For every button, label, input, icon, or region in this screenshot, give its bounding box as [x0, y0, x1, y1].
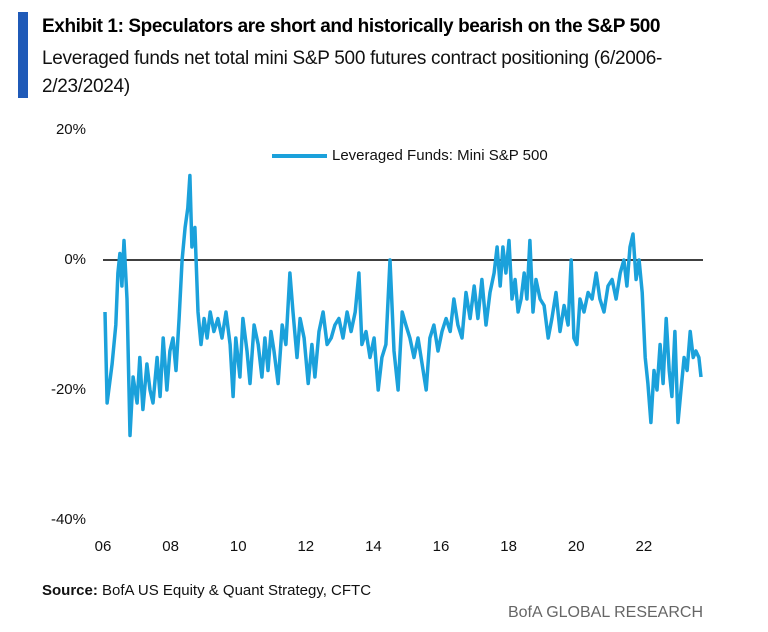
x-tick-label: 18: [500, 538, 517, 555]
x-tick-label: 22: [636, 538, 653, 555]
x-tick-label: 08: [162, 538, 179, 555]
y-tick-label: 20%: [56, 121, 86, 138]
y-tick-label: -20%: [51, 381, 86, 398]
source-note: Source: BofA US Equity & Quant Strategy,…: [42, 582, 371, 599]
x-tick-label: 06: [95, 538, 112, 555]
x-tick-label: 10: [230, 538, 247, 555]
x-tick-label: 16: [433, 538, 450, 555]
legend-label: Leveraged Funds: Mini S&P 500: [332, 147, 548, 164]
chart-subtitle: Leveraged funds net total mini S&P 500 f…: [42, 48, 663, 97]
accent-bar: [18, 12, 28, 98]
x-tick-label: 14: [365, 538, 382, 555]
source-label: Source:: [42, 582, 98, 599]
brand: BofA GLOBAL RESEARCH: [507, 604, 703, 621]
chart-title: Exhibit 1: Speculators are short and his…: [42, 16, 661, 37]
source-text: BofA US Equity & Quant Strategy, CFTC: [102, 582, 372, 599]
y-tick-label: -40%: [51, 511, 86, 528]
x-tick-label: 20: [568, 538, 585, 555]
y-tick-label: 0%: [64, 251, 86, 268]
x-tick-label: 12: [297, 538, 314, 555]
data-line: [103, 173, 703, 438]
